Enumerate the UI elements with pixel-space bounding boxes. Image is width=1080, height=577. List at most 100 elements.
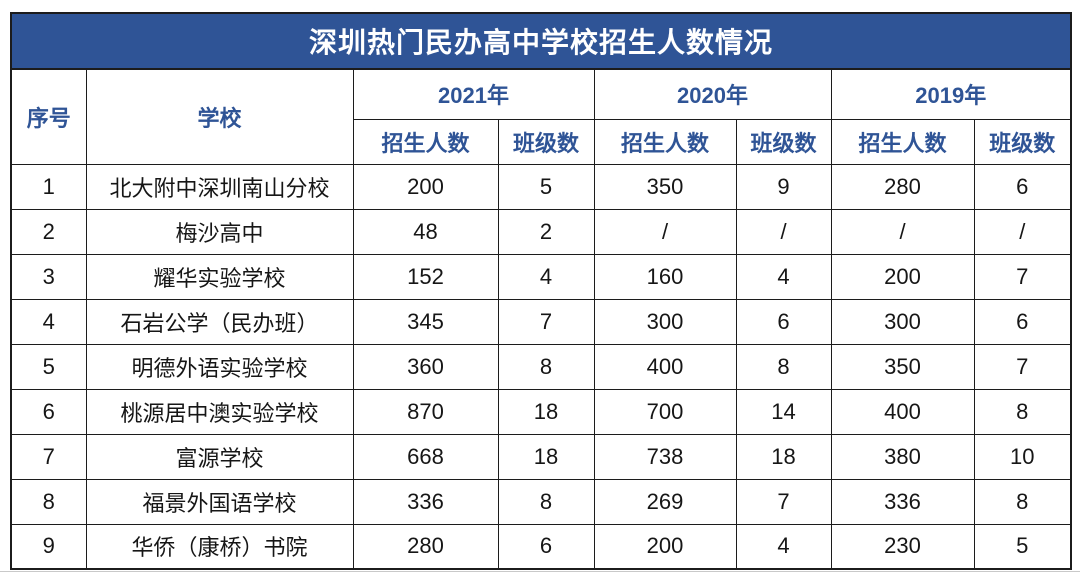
page-divider <box>0 571 1080 572</box>
enrollment-2020-cell: 738 <box>593 433 737 480</box>
sub-header-row: 招生人数 班级数 招生人数 班级数 招生人数 班级数 <box>11 118 1072 165</box>
classes-2020-cell: 6 <box>735 298 832 345</box>
enrollment-2019-cell: / <box>830 208 975 255</box>
row-index-cell: 2 <box>10 208 87 255</box>
classes-2020-cell: 4 <box>735 253 832 300</box>
table-row: 5 明德外语实验学校 360 8 400 8 350 7 <box>10 343 1072 390</box>
school-name-cell: 桃源居中澳实验学校 <box>85 388 354 435</box>
table-row: 4 石岩公学（民办班） 345 7 300 6 300 6 <box>10 298 1072 345</box>
col-header-index: 序号 <box>10 68 87 165</box>
classes-2020-cell: 4 <box>735 523 832 570</box>
classes-2020-cell: 7 <box>735 478 832 525</box>
table-row: 1 北大附中深圳南山分校 200 5 350 9 280 6 <box>10 163 1072 210</box>
col-header-year-2021: 2021年 <box>352 68 595 120</box>
row-index-cell: 8 <box>10 478 87 525</box>
col-header-2019-enrollment: 招生人数 <box>830 118 975 165</box>
row-index-cell: 4 <box>10 298 87 345</box>
enrollment-2021-cell: 152 <box>352 253 499 300</box>
enrollment-2019-cell: 280 <box>830 163 975 210</box>
classes-2021-cell: 8 <box>497 478 595 525</box>
enrollment-2020-cell: 700 <box>593 388 737 435</box>
enrollment-table: 深圳热门民办高中学校招生人数情况 序号 学校 2021年 2020年 2019年… <box>9 12 1073 570</box>
enrollment-2020-cell: 160 <box>593 253 737 300</box>
school-name-cell: 福景外国语学校 <box>85 478 354 525</box>
table-body: 1 北大附中深圳南山分校 200 5 350 9 280 6 2 梅沙高中 48… <box>10 163 1072 570</box>
classes-2019-cell: 7 <box>973 343 1072 390</box>
enrollment-2020-cell: 269 <box>593 478 737 525</box>
enrollment-2021-cell: 345 <box>352 298 499 345</box>
school-name-cell: 富源学校 <box>85 433 354 480</box>
classes-2021-cell: 18 <box>497 388 595 435</box>
school-name-cell: 石岩公学（民办班） <box>85 298 354 345</box>
classes-2019-cell: 10 <box>973 433 1072 480</box>
classes-2019-cell: 8 <box>973 478 1072 525</box>
enrollment-2019-cell: 350 <box>830 343 975 390</box>
classes-2019-cell: 6 <box>973 163 1072 210</box>
enrollment-2019-cell: 300 <box>830 298 975 345</box>
enrollment-2021-cell: 336 <box>352 478 499 525</box>
enrollment-2020-cell: / <box>593 208 737 255</box>
table-row: 9 华侨（康桥）书院 280 6 200 4 230 5 <box>10 523 1072 570</box>
enrollment-2019-cell: 200 <box>830 253 975 300</box>
enrollment-2019-cell: 230 <box>830 523 975 570</box>
table-row: 8 福景外国语学校 336 8 269 7 336 8 <box>10 478 1072 525</box>
table-row: 7 富源学校 668 18 738 18 380 10 <box>10 433 1072 480</box>
year-header-row: 序号 学校 2021年 2020年 2019年 <box>10 68 1072 165</box>
school-name-cell: 耀华实验学校 <box>85 253 354 300</box>
classes-2019-cell: 8 <box>973 388 1072 435</box>
classes-2020-cell: / <box>735 208 832 255</box>
enrollment-2020-cell: 200 <box>593 523 737 570</box>
classes-2021-cell: 8 <box>497 343 595 390</box>
classes-2021-cell: 6 <box>497 523 595 570</box>
enrollment-2021-cell: 200 <box>352 163 499 210</box>
enrollment-2021-cell: 48 <box>352 208 499 255</box>
table-row: 2 梅沙高中 48 2 / / / / <box>10 208 1072 255</box>
enrollment-2021-cell: 280 <box>352 523 499 570</box>
classes-2019-cell: 5 <box>973 523 1072 570</box>
title-row: 深圳热门民办高中学校招生人数情况 <box>9 12 1073 70</box>
enrollment-2020-cell: 300 <box>593 298 737 345</box>
classes-2021-cell: 4 <box>497 253 595 300</box>
row-index-cell: 1 <box>10 163 87 210</box>
classes-2019-cell: / <box>973 208 1072 255</box>
school-name-cell: 明德外语实验学校 <box>85 343 354 390</box>
col-header-2021-classes: 班级数 <box>497 118 595 165</box>
school-name-cell: 梅沙高中 <box>85 208 354 255</box>
col-header-school: 学校 <box>85 68 354 165</box>
classes-2019-cell: 7 <box>973 253 1072 300</box>
table-row: 6 桃源居中澳实验学校 870 18 700 14 400 8 <box>10 388 1072 435</box>
school-name-cell: 北大附中深圳南山分校 <box>85 163 354 210</box>
classes-2020-cell: 14 <box>735 388 832 435</box>
classes-2019-cell: 6 <box>973 298 1072 345</box>
enrollment-2020-cell: 350 <box>593 163 737 210</box>
col-header-2020-enrollment: 招生人数 <box>593 118 737 165</box>
col-header-2019-classes: 班级数 <box>973 118 1072 165</box>
enrollment-2021-cell: 360 <box>352 343 499 390</box>
table-row: 3 耀华实验学校 152 4 160 4 200 7 <box>10 253 1072 300</box>
enrollment-2021-cell: 668 <box>352 433 499 480</box>
row-index-cell: 3 <box>10 253 87 300</box>
table-title: 深圳热门民办高中学校招生人数情况 <box>9 12 1073 70</box>
classes-2020-cell: 9 <box>735 163 832 210</box>
enrollment-2019-cell: 336 <box>830 478 975 525</box>
enrollment-2021-cell: 870 <box>352 388 499 435</box>
row-index-cell: 5 <box>10 343 87 390</box>
classes-2020-cell: 18 <box>735 433 832 480</box>
col-header-year-2020: 2020年 <box>593 68 832 120</box>
row-index-cell: 9 <box>10 523 87 570</box>
col-header-2021-enrollment: 招生人数 <box>352 118 499 165</box>
enrollment-2019-cell: 380 <box>830 433 975 480</box>
classes-2021-cell: 7 <box>497 298 595 345</box>
col-header-year-2019: 2019年 <box>830 68 1072 120</box>
enrollment-2020-cell: 400 <box>593 343 737 390</box>
classes-2020-cell: 8 <box>735 343 832 390</box>
classes-2021-cell: 18 <box>497 433 595 480</box>
col-header-2020-classes: 班级数 <box>735 118 832 165</box>
row-index-cell: 6 <box>10 388 87 435</box>
classes-2021-cell: 2 <box>497 208 595 255</box>
enrollment-2019-cell: 400 <box>830 388 975 435</box>
row-index-cell: 7 <box>10 433 87 480</box>
school-name-cell: 华侨（康桥）书院 <box>85 523 354 570</box>
classes-2021-cell: 5 <box>497 163 595 210</box>
